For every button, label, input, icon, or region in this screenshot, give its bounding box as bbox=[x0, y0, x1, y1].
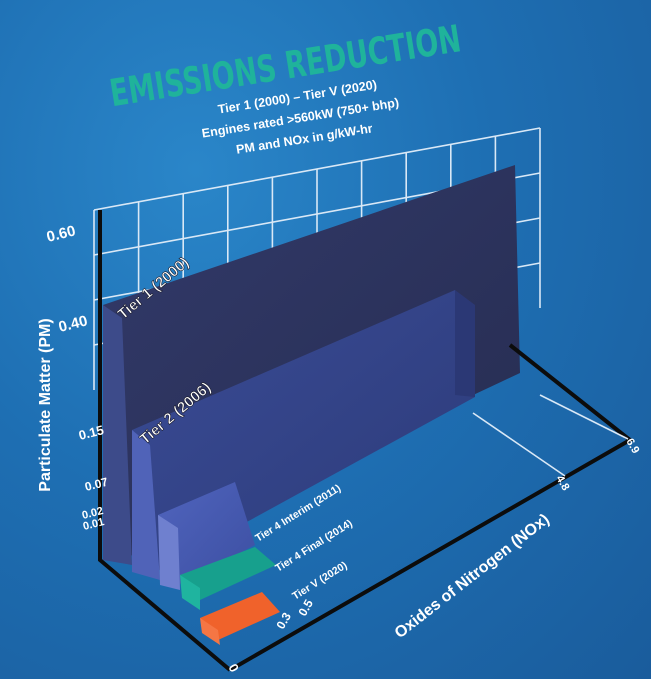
y-tick-label: 0.07 bbox=[83, 475, 109, 494]
y-axis-title: Particulate Matter (PM) bbox=[37, 318, 54, 491]
bar-tier1-left bbox=[103, 305, 132, 565]
bar-tier4-final-left bbox=[180, 575, 200, 610]
bar-tier2-left bbox=[132, 430, 160, 580]
bar-tierV-front bbox=[200, 592, 280, 640]
bar-tier4-interim-front bbox=[158, 482, 255, 585]
y-tick-label: 0.40 bbox=[57, 312, 89, 336]
y-axis-line bbox=[98, 210, 232, 672]
y-tick-labels: 0.60 0.40 0.15 0.07 0.02 0.01 bbox=[45, 222, 110, 533]
y-tick-label: 0.01 bbox=[82, 516, 106, 533]
grid-line bbox=[93, 127, 541, 211]
axes-group bbox=[98, 210, 634, 672]
bar-tierV-left bbox=[200, 618, 220, 645]
y-tick-label: 0.15 bbox=[77, 422, 105, 443]
bar-tier4-interim-left bbox=[158, 515, 180, 590]
bar-tier4-final-front bbox=[180, 547, 276, 600]
y-tick-label: 0.02 bbox=[81, 505, 105, 522]
floor-gridline-2 bbox=[539, 394, 629, 440]
series-label-tierV: Tier V (2020) bbox=[290, 559, 349, 602]
bar-tierV bbox=[200, 592, 280, 640]
x-tick-label: 0 bbox=[225, 661, 242, 675]
floor-gridline-1 bbox=[472, 412, 566, 477]
bars-group bbox=[103, 165, 520, 645]
bar-tier2-side-edge bbox=[455, 290, 475, 397]
bar-tier4-interim bbox=[158, 482, 255, 585]
x-axis-line bbox=[229, 343, 634, 672]
bar-tier4-final bbox=[180, 547, 276, 600]
y-tick-label: 0.60 bbox=[45, 222, 77, 246]
